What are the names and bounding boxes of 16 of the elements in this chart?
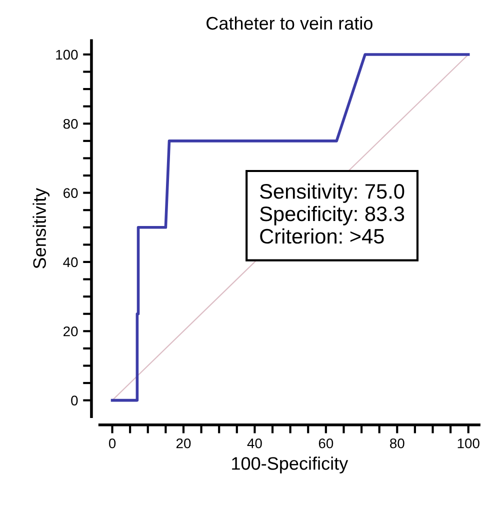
x-tick-label: 20 <box>176 438 191 448</box>
annotation: Sensitivity: 75.0 Specificity: 83.3 Criterion: >45 <box>260 183 404 244</box>
x-tick-label: 40 <box>247 438 262 448</box>
y-tick-label: 60 <box>64 188 78 198</box>
x-tick-label: 0 <box>108 438 116 448</box>
chart-title: Catheter to vein ratio <box>206 16 372 30</box>
y-tick-label: 40 <box>63 257 78 268</box>
x-tick-label: 80 <box>390 438 404 448</box>
x-axis-title: 100-Specificity <box>232 456 348 474</box>
y-tick-label: 80 <box>63 118 78 129</box>
y-tick-label: 100 <box>56 50 78 60</box>
x-tick-label: 60 <box>318 438 334 448</box>
y-axis-title: Sensitivity <box>32 188 50 268</box>
x-tick-label: 100 <box>458 438 480 448</box>
y-tick-label: 20 <box>64 326 78 336</box>
y-tick-label: 0 <box>71 396 78 406</box>
